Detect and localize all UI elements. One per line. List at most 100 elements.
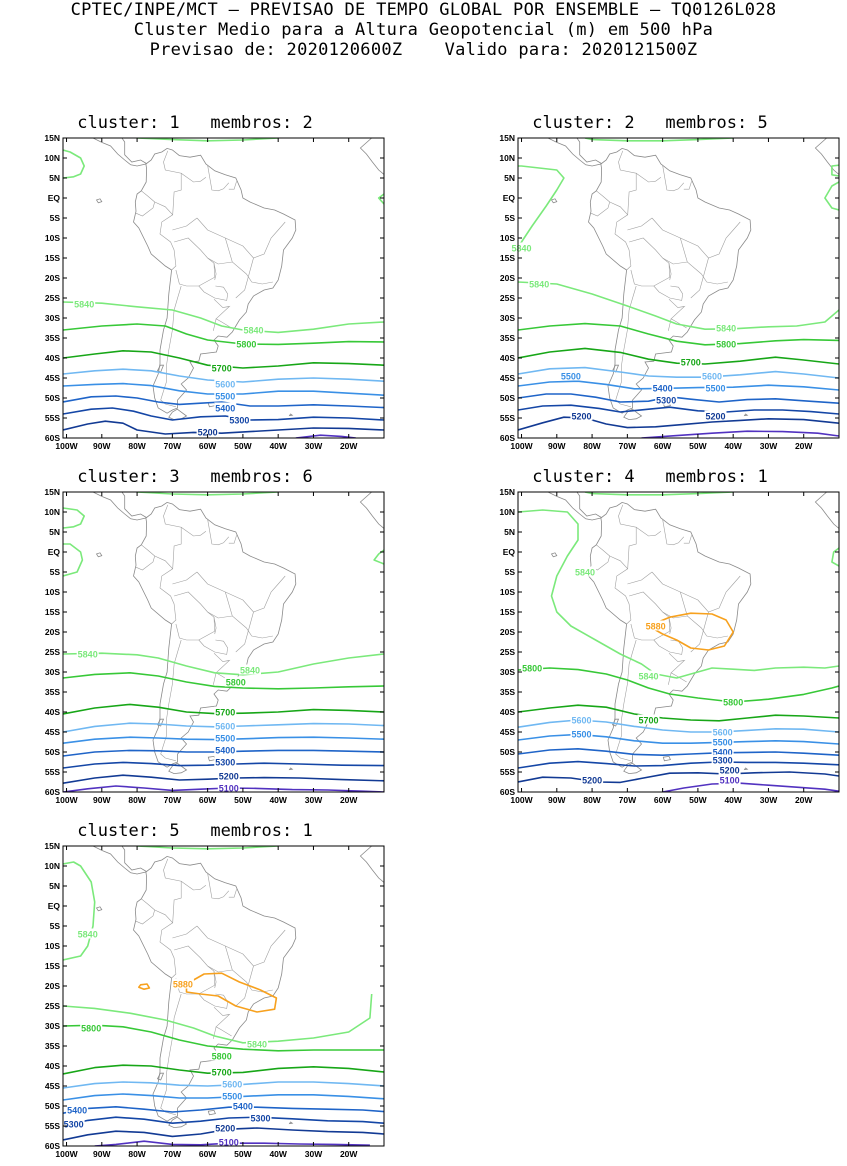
lat-tick-label: 60S [45,787,60,797]
contour-line-5300 [518,404,839,415]
lon-tick-label: 50W [234,1149,252,1159]
island-outline [288,413,294,417]
lat-tick-label: 10S [45,587,60,597]
contour-line-5500 [518,733,839,745]
contour-label: 5800 [716,339,736,349]
country-border [651,217,741,259]
country-border [160,993,182,1116]
map-frame [62,845,385,1147]
contour-line-5200 [518,771,839,784]
contour-line-5500 [63,382,384,396]
lon-tick-label: 60W [199,441,217,451]
contour-label: 5200 [215,1123,235,1133]
country-border [662,519,685,546]
country-border [207,257,233,265]
lat-tick-label: 45S [45,373,60,383]
contour-line-5800 [518,667,839,703]
geopotential-map-4: 5840588058005840580057005600560055005500… [499,487,840,805]
contour-label: 5500 [215,733,235,743]
contour-label: 5700 [212,363,232,373]
country-border [213,672,217,685]
country-border [135,544,156,571]
lat-tick-label: 40S [500,707,515,717]
lat-tick-label: 40S [45,707,60,717]
country-border [615,639,637,762]
contour-label-bg [224,676,247,687]
contour-label-bg [718,764,741,775]
lat-tick-label: 15S [500,607,515,617]
coastline [576,138,602,164]
country-border [662,611,688,619]
country-border [680,237,728,285]
contour-label: 5300 [713,755,733,765]
contour-line-5880 [185,972,278,1013]
lat-tick-label: 45S [45,1081,60,1091]
country-border [163,150,182,215]
lat-tick-label: 60S [500,787,515,797]
lat-tick-label: 35S [500,687,515,697]
lon-tick-label: 70W [164,795,182,805]
country-border [172,925,198,939]
lat-tick-label: 40S [500,353,515,363]
lat-tick-label: 55S [45,413,60,423]
contour-label: 5840 [247,1039,267,1049]
contour-layer [63,138,384,438]
contour-line-5700 [63,1064,384,1075]
contour-line-5600 [518,719,839,733]
country-border [690,611,709,653]
lon-tick-label: 100W [55,441,78,451]
contour-label: 5200 [198,427,218,437]
contour-label: 5300 [656,395,676,405]
map-frame [517,491,840,793]
contour-line-5200 [63,420,384,435]
lat-tick-label: 45S [500,727,515,737]
lat-tick-label: 5N [49,173,60,183]
contour-label: 5300 [250,1113,270,1123]
lat-tick-label: 20S [45,627,60,637]
country-border [160,285,182,408]
contour-line-5840 [584,492,734,496]
contour-label: 5300 [215,757,235,767]
lat-tick-label: 15N [499,487,515,497]
lon-tick-label: 90W [548,795,566,805]
contour-label-bg [651,382,674,393]
map-panel-1: cluster: 1 membros: 2 5840 5840 5800 5700 56… [0,113,390,458]
contour-line-5880 [647,612,734,651]
lon-tick-label: 40W [724,795,742,805]
contour-label-bg [701,370,723,381]
lon-tick-label: 100W [55,1149,78,1159]
coastline [133,147,297,414]
lat-tick-label: 10N [499,153,515,163]
lat-tick-label: 15N [44,841,60,851]
contour-label-bg [711,754,734,765]
contour-label-bg [239,664,261,675]
contour-label: 5800 [212,1051,232,1061]
country-border [196,217,286,259]
country-border [609,555,632,625]
country-border [163,858,182,923]
contour-label: 5600 [215,721,235,731]
lon-tick-label: 40W [269,1149,287,1159]
lon-tick-label: 30W [305,1149,323,1159]
lat-tick-label: 10N [44,861,60,871]
contour-label: 5800 [522,663,542,673]
map-panel-3: cluster: 3 membros: 6 5840 5840 5800 5700 56… [0,467,390,812]
country-border [683,181,692,190]
contour-label-bg [76,928,99,939]
geopotential-map-3: 5840 5840 5800 5700 5600 5500 5400 5300 5200 5100… [44,487,385,805]
contour-label: 5600 [215,379,235,389]
country-border [207,519,230,546]
contour-label: 5500 [222,1091,242,1101]
panel-title: cluster: 5 membros: 1 [77,821,313,841]
country-border [690,257,709,299]
contour-label: 5700 [212,1067,232,1077]
contour-label: 5200 [571,411,591,421]
contour-line-5200 [63,774,384,784]
lat-tick-label: 10S [500,233,515,243]
contour-label-bg [214,402,237,413]
country-border [213,298,232,329]
lat-tick-label: 10S [45,233,60,243]
country-border [174,591,216,641]
contour-label: 5200 [720,765,740,775]
contour-layer [63,846,384,1146]
